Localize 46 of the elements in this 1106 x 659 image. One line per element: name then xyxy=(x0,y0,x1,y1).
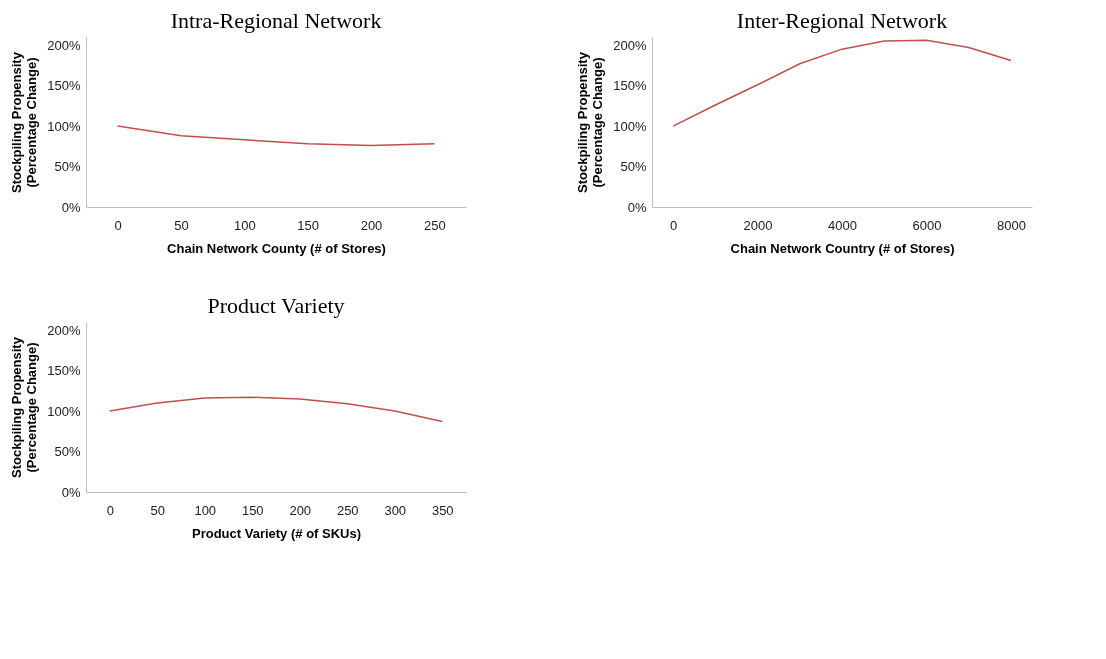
x-tick-label: 2000 xyxy=(743,217,773,233)
x-tick-label: 200 xyxy=(360,217,383,233)
y-tick-label: 100% xyxy=(47,403,81,419)
y-tick-label: 150% xyxy=(47,78,81,94)
y-tick-label: 50% xyxy=(54,159,81,175)
x-axis-title: Product Variety (# of SKUs) xyxy=(191,525,362,541)
x-tick-label: 50 xyxy=(174,217,189,233)
chart-title: Product Variety xyxy=(207,293,345,318)
x-tick-label: 350 xyxy=(431,502,454,518)
x-tick-label: 150 xyxy=(241,502,264,518)
y-tick-label: 0% xyxy=(61,199,81,215)
y-tick-label: 200% xyxy=(613,37,647,53)
x-axis-title: Chain Network Country (# of Stores) xyxy=(730,240,955,256)
x-tick-label: 0 xyxy=(669,217,678,233)
line-series xyxy=(116,125,436,147)
line-series xyxy=(109,396,443,423)
y-tick-label: 200% xyxy=(47,322,81,338)
y-axis-title: Stockpiling Propensity (Percentage Change) xyxy=(9,336,40,478)
x-tick-label: 4000 xyxy=(828,217,857,233)
x-tick-label: 250 xyxy=(423,217,446,233)
y-tick-label: 100% xyxy=(47,118,81,134)
y-axis-title: Stockpiling Propensity (Percentage Change) xyxy=(9,51,40,193)
y-tick-label: 200% xyxy=(47,37,81,53)
x-tick-label: 100 xyxy=(233,217,256,233)
x-tick-label: 150 xyxy=(297,217,320,233)
y-axis-title: Stockpiling Propensity (Percentage Change) xyxy=(575,51,606,193)
y-tick-label: 100% xyxy=(613,118,647,134)
y-tick-label: 50% xyxy=(54,444,81,460)
chart-title: Inter-Regional Network xyxy=(736,8,948,33)
x-tick-label: 50 xyxy=(150,502,165,518)
x-tick-label: 8000 xyxy=(996,217,1026,233)
x-tick-label: 0 xyxy=(114,217,122,233)
x-tick-label: 250 xyxy=(336,502,359,518)
y-tick-label: 0% xyxy=(61,484,81,500)
y-tick-label: 150% xyxy=(47,363,81,379)
y-tick-label: 0% xyxy=(627,199,647,215)
y-tick-label: 50% xyxy=(620,159,647,175)
x-tick-label: 6000 xyxy=(912,217,942,233)
x-axis-title: Chain Network County (# of Stores) xyxy=(167,240,386,256)
x-tick-label: 100 xyxy=(194,502,217,518)
x-tick-label: 0 xyxy=(106,502,114,518)
x-tick-label: 300 xyxy=(384,502,407,518)
chart-title: Intra-Regional Network xyxy=(170,8,382,33)
y-tick-label: 150% xyxy=(613,78,647,94)
line-series xyxy=(672,39,1012,127)
x-tick-label: 200 xyxy=(289,502,312,518)
